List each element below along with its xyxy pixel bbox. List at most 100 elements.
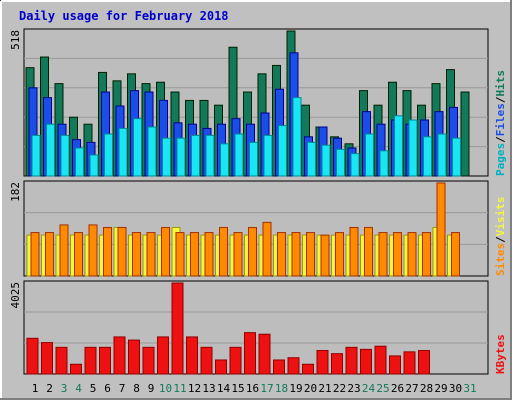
kbytes-bar-kbytes-day-27 (403, 351, 416, 375)
kbytes-bar-kbytes-day-9 (142, 346, 155, 375)
sites-visits-bar-sites-day-5 (88, 224, 98, 277)
day-label-14: 14 (217, 382, 231, 395)
sites-visits-bar-sites-day-30 (451, 232, 460, 277)
day-label-12: 12 (188, 382, 201, 395)
kbytes-panel: 4025 KBytes (9, 280, 507, 375)
day-label-6: 6 (104, 382, 111, 395)
day-label-13: 13 (202, 382, 215, 395)
sites-visits-bar-sites-day-23 (349, 226, 359, 277)
sites-visits-bar-sites-day-27 (407, 232, 417, 277)
hits-files-pages-bar-pages-day-7 (118, 127, 128, 177)
day-label-21: 21 (318, 382, 331, 395)
hits-files-pages-bar-pages-day-18 (278, 125, 287, 177)
day-label-23: 23 (347, 382, 360, 395)
kbytes-bar-kbytes-day-14 (215, 359, 227, 375)
hits-files-pages-bar-pages-day-13 (205, 134, 215, 177)
hits-files-pages-ymax-label: 518 (9, 30, 22, 50)
sites-visits-bar-sites-day-24 (364, 226, 373, 277)
hits-files-pages-bar-pages-day-29 (437, 133, 447, 177)
hits-files-pages-bar-pages-day-2 (46, 123, 55, 177)
hits-files-pages-bar-pages-day-22 (336, 148, 345, 177)
legend-label: Pages (494, 143, 507, 176)
kbytes-bar-kbytes-day-15 (229, 346, 242, 375)
day-label-30: 30 (449, 382, 462, 395)
kbytes-bar-kbytes-day-13 (200, 346, 213, 375)
sites-visits-bar-sites-day-12 (190, 232, 199, 277)
kbytes-bar-kbytes-day-24 (360, 348, 372, 375)
sites-visits-bar-sites-day-19 (291, 232, 301, 277)
hits-files-pages-bar-pages-day-21 (321, 144, 331, 177)
hits-files-pages-bar-pages-day-19 (292, 97, 302, 177)
kbytes-bar-kbytes-day-6 (99, 346, 111, 375)
kbytes-bar-kbytes-day-21 (316, 349, 329, 375)
hits-files-pages-bar-pages-day-20 (307, 141, 316, 177)
sites-visits-bar-sites-day-9 (146, 232, 156, 277)
hits-files-pages-legend: Pages/Files/Hits (494, 70, 507, 176)
hits-files-pages-bar-pages-day-28 (423, 136, 432, 177)
kbytes-bar-kbytes-day-12 (186, 336, 198, 375)
sites-visits-bar-sites-day-29 (436, 182, 446, 277)
kbytes-bar-kbytes-day-16 (244, 332, 256, 375)
sites-visits-bar-sites-day-25 (378, 232, 388, 277)
day-label-4: 4 (75, 382, 82, 395)
kbytes-legend: KBytes (494, 334, 507, 374)
sites-visits-bar-sites-day-13 (204, 232, 214, 277)
hits-files-pages-bar-pages-day-6 (104, 133, 113, 177)
kbytes-bar-kbytes-day-1 (26, 337, 39, 375)
kbytes-bar-kbytes-day-10 (157, 336, 169, 375)
hits-files-pages-bar-pages-day-9 (147, 126, 157, 177)
sites-visits-bar-sites-day-3 (59, 224, 69, 277)
kbytes-bar-kbytes-day-11 (171, 282, 184, 375)
kbytes-bar-kbytes-day-17 (258, 333, 271, 375)
sites-visits-bar-sites-day-21 (320, 234, 330, 277)
day-label-1: 1 (32, 382, 39, 395)
legend-label: Files (494, 103, 507, 136)
legend-label: / (494, 236, 507, 243)
kbytes-bar-kbytes-day-4 (70, 363, 82, 375)
sites-visits-bar-sites-day-6 (103, 226, 112, 277)
legend-label: Visits (494, 197, 507, 237)
hits-files-pages-bar-pages-day-24 (365, 133, 374, 177)
day-label-8: 8 (133, 382, 140, 395)
hits-files-pages-bar-pages-day-15 (234, 133, 244, 177)
legend-label: / (494, 136, 507, 143)
day-label-31: 31 (463, 382, 476, 395)
day-label-28: 28 (420, 382, 433, 395)
kbytes-bar-kbytes-day-22 (331, 353, 343, 375)
sites-visits-bar-sites-day-15 (233, 232, 243, 277)
kbytes-bar-kbytes-day-7 (113, 336, 126, 375)
sites-visits-bar-sites-day-1 (30, 232, 40, 277)
hits-files-pages-bar-pages-day-10 (162, 137, 171, 177)
day-label-20: 20 (304, 382, 317, 395)
day-label-19: 19 (289, 382, 302, 395)
hits-files-pages-bar-pages-day-1 (31, 134, 41, 177)
hits-files-pages-bar-pages-day-11 (176, 137, 186, 177)
day-label-27: 27 (405, 382, 418, 395)
sites-visits-bar-sites-day-10 (161, 226, 170, 277)
hits-files-pages-bar-hits-day-31 (460, 91, 470, 177)
hits-files-pages-bar-pages-day-8 (133, 118, 142, 177)
sites-visits-ymax-label: 182 (9, 182, 22, 202)
sites-visits-bar-sites-day-2 (45, 232, 54, 277)
day-axis-labels: 1 2 3 4 5 6 7 8 9 10 11 12 13 14 15 16 17 18 19 20 21 22 23 24 2… (32, 382, 477, 395)
sites-visits-bar-sites-day-4 (74, 232, 83, 277)
sites-visits-bar-sites-day-11 (175, 232, 185, 277)
chart-title: Daily usage for February 2018 (19, 9, 229, 23)
day-label-9: 9 (148, 382, 155, 395)
kbytes-bar-kbytes-day-8 (128, 339, 140, 375)
kbytes-bar-kbytes-day-23 (345, 346, 358, 375)
day-label-22: 22 (333, 382, 346, 395)
day-label-3: 3 (61, 382, 68, 395)
day-label-10: 10 (159, 382, 172, 395)
day-label-29: 29 (434, 382, 447, 395)
sites-visits-bar-sites-day-22 (335, 232, 344, 277)
sites-visits-bar-sites-day-14 (219, 226, 228, 277)
kbytes-ymax-label: 4025 (9, 282, 22, 309)
hits-files-pages-bar-pages-day-16 (249, 141, 258, 177)
kbytes-bar-kbytes-day-20 (302, 363, 314, 375)
legend-label: Sites (494, 243, 507, 276)
sites-visits-bar-sites-day-28 (422, 232, 431, 277)
kbytes-bar-kbytes-day-19 (287, 357, 300, 375)
sites-visits-bar-sites-day-20 (306, 232, 315, 277)
